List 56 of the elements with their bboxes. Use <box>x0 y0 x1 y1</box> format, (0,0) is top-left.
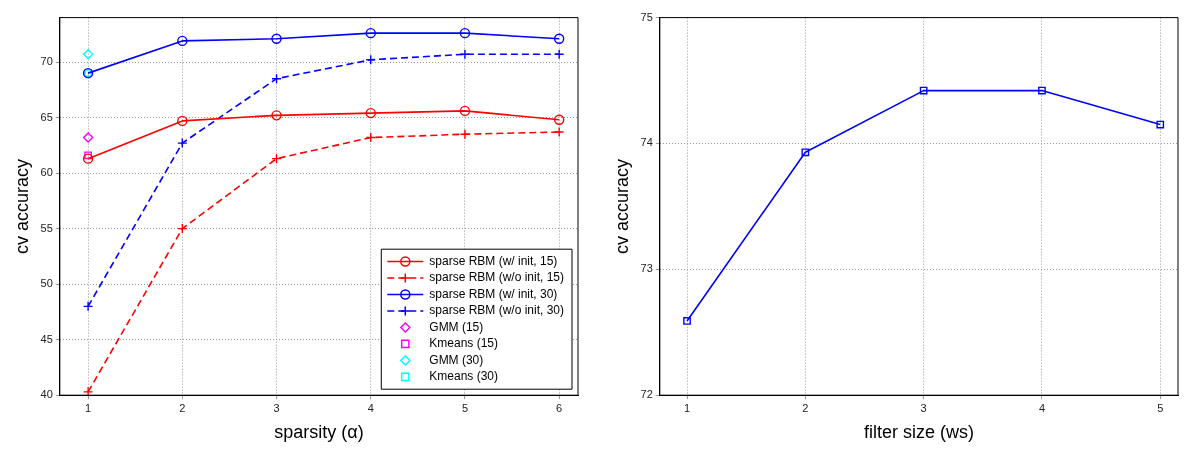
point <box>365 107 376 119</box>
point <box>177 35 188 47</box>
point <box>553 33 565 44</box>
y-tick-label: 72 <box>640 388 653 401</box>
x-tick-label: 1 <box>85 401 92 414</box>
x-axis-title: filter size (ws) <box>863 422 974 443</box>
point <box>801 148 810 157</box>
point <box>683 317 691 325</box>
point <box>177 115 188 127</box>
y-tick-label: 50 <box>40 277 53 290</box>
x-tick-label: 3 <box>273 401 280 414</box>
point <box>553 126 565 138</box>
y-tick-label: 45 <box>40 332 53 345</box>
point <box>82 49 94 60</box>
y-tick-label: 40 <box>40 388 53 401</box>
x-tick-label: 4 <box>367 401 374 414</box>
x-tick-label: 4 <box>1038 401 1046 414</box>
x-tick-label: 6 <box>556 401 563 414</box>
point <box>553 114 565 125</box>
point <box>459 105 471 117</box>
point <box>271 110 282 121</box>
point <box>271 33 282 44</box>
legend-label: Kmeans (15) <box>429 336 498 351</box>
x-tick-label: 3 <box>920 401 927 414</box>
x-tick-label: 1 <box>683 401 691 414</box>
legend-label: GMM (15) <box>429 319 484 334</box>
point <box>1156 120 1165 129</box>
x-axis-title: sparsity (α) <box>274 422 364 443</box>
y-tick-label: 55 <box>40 221 53 234</box>
point <box>1038 86 1046 95</box>
y-tick-label: 75 <box>640 10 653 23</box>
y-tick-label: 74 <box>640 136 653 149</box>
point <box>365 27 376 39</box>
legend-label: sparse RBM (w/ init, 15) <box>429 253 558 268</box>
point <box>365 132 376 143</box>
legend-label: sparse RBM (w/ init, 30) <box>429 286 558 301</box>
y-axis-title: cv accuracy <box>611 158 632 254</box>
point <box>82 132 94 143</box>
y-axis-title: cv accuracy <box>11 158 32 254</box>
x-tick-label: 2 <box>802 401 809 414</box>
y-tick-label: 70 <box>40 55 53 68</box>
y-tick-label: 60 <box>40 166 53 179</box>
point <box>82 386 94 396</box>
point <box>82 153 94 164</box>
point <box>919 86 928 95</box>
x-tick-label: 5 <box>461 401 469 414</box>
legend-label: sparse RBM (w/o init, 15) <box>429 270 565 285</box>
legend-label: Kmeans (30) <box>429 369 498 384</box>
point <box>84 151 92 160</box>
legend-label: GMM (30) <box>429 352 484 367</box>
point <box>459 27 471 39</box>
y-tick-label: 73 <box>640 262 653 275</box>
x-tick-label: 5 <box>1157 401 1164 414</box>
legend-label: sparse RBM (w/o init, 30) <box>429 303 565 318</box>
x-tick-label: 2 <box>179 401 186 414</box>
y-tick-label: 65 <box>40 110 53 123</box>
